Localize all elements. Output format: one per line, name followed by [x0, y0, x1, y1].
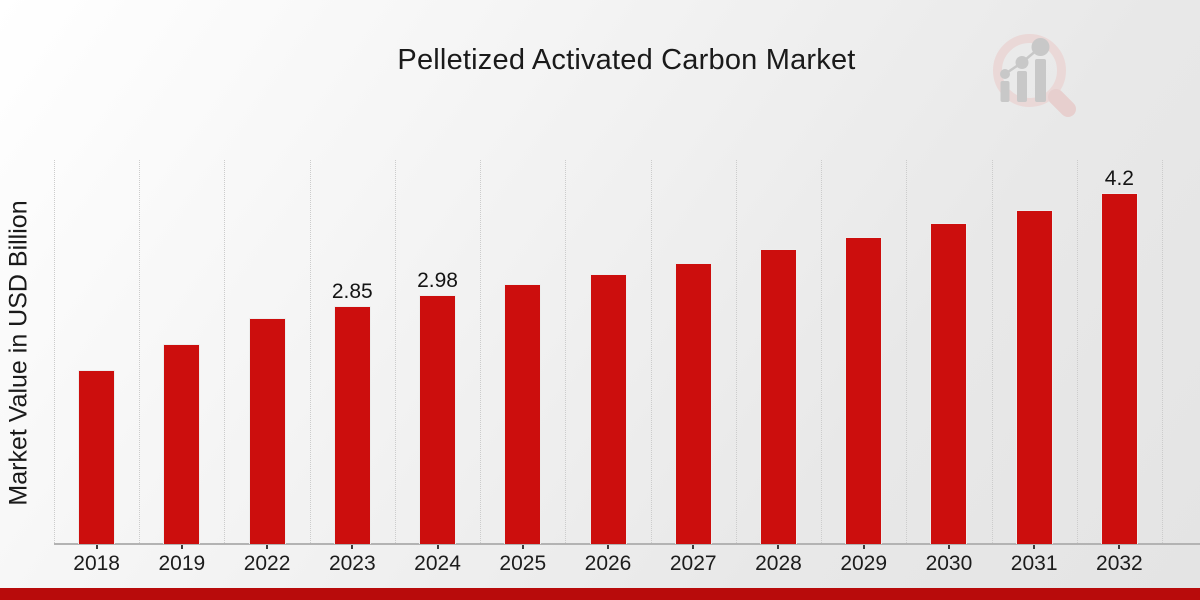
gridline — [224, 160, 226, 543]
magnifier-ring — [993, 34, 1066, 107]
footer-accent-bar — [0, 588, 1200, 600]
chart-title: Pelletized Activated Carbon Market — [397, 44, 856, 76]
gridline — [1076, 160, 1078, 543]
gridline — [54, 160, 55, 543]
x-tick — [862, 544, 865, 549]
x-tick — [351, 544, 354, 549]
gridline — [991, 160, 993, 543]
x-tick — [947, 544, 950, 549]
gridline — [480, 160, 482, 543]
x-tick-label: 2027 — [669, 552, 717, 575]
x-tick-label: 2023 — [328, 552, 376, 575]
logo-bar-3 — [1035, 59, 1046, 102]
x-tick — [607, 544, 609, 549]
x-tick — [95, 544, 98, 549]
x-tick-label: 2025 — [499, 552, 547, 575]
y-axis-label: Market Value in USD Billion — [4, 200, 33, 506]
gridline — [906, 160, 908, 543]
bar-2019 — [163, 343, 201, 544]
gridline — [1162, 160, 1163, 543]
gridline — [735, 160, 737, 543]
magnifier-handle — [1048, 89, 1076, 117]
bar-2018 — [78, 369, 116, 544]
x-tick-label: 2019 — [158, 552, 206, 575]
x-tick-label: 2028 — [755, 552, 802, 575]
x-tick — [692, 544, 695, 549]
bar-2022 — [248, 317, 286, 544]
x-tick — [266, 544, 269, 549]
x-tick-label: 2031 — [1010, 552, 1058, 575]
magnifier-growth-bars-logo-icon — [993, 34, 1076, 117]
x-tick-label: 2030 — [925, 552, 973, 575]
x-tick-label: 2026 — [584, 552, 632, 575]
bar-2031 — [1015, 210, 1053, 544]
bar-value-label: 4.2 — [1104, 167, 1134, 191]
bar-2025 — [504, 284, 542, 544]
x-tick — [521, 544, 524, 549]
gridline — [309, 160, 311, 543]
x-tick — [180, 544, 183, 549]
bar-2030 — [930, 223, 968, 544]
logo-node-3 — [1031, 38, 1050, 56]
bar-2023 — [333, 306, 371, 544]
plot-area: 2018 2019 2022 2.85 2023 2.98 2024 2025 2026 2027… — [54, 160, 1163, 575]
x-tick-label: 2029 — [840, 552, 888, 575]
logo-bar-1 — [1000, 81, 1010, 102]
bar-value-label: 2.85 — [331, 280, 373, 304]
gridline — [821, 160, 823, 543]
logo-bar-2 — [1017, 71, 1027, 102]
logo-node-1 — [1000, 69, 1010, 79]
bar-2024 — [419, 295, 457, 544]
logo-node-2 — [1015, 56, 1029, 69]
x-tick — [1118, 544, 1121, 549]
x-tick — [777, 544, 780, 549]
x-tick-label: 2024 — [414, 552, 461, 575]
x-tick — [436, 544, 439, 549]
x-tick-label: 2022 — [243, 552, 291, 575]
bar-value-label: 2.98 — [417, 269, 458, 293]
bar-2032 — [1100, 193, 1138, 544]
bar-2027 — [674, 262, 712, 544]
x-axis-line — [54, 543, 1200, 545]
x-tick-label: 2018 — [73, 552, 120, 575]
bar-2029 — [845, 236, 883, 544]
gridline — [565, 160, 567, 543]
gridline — [394, 160, 396, 543]
gridline — [650, 160, 652, 543]
gridline — [139, 160, 141, 543]
bar-2026 — [589, 273, 627, 544]
x-tick-label: 2032 — [1096, 552, 1143, 575]
x-tick — [1033, 544, 1036, 549]
bar-2028 — [759, 249, 797, 544]
